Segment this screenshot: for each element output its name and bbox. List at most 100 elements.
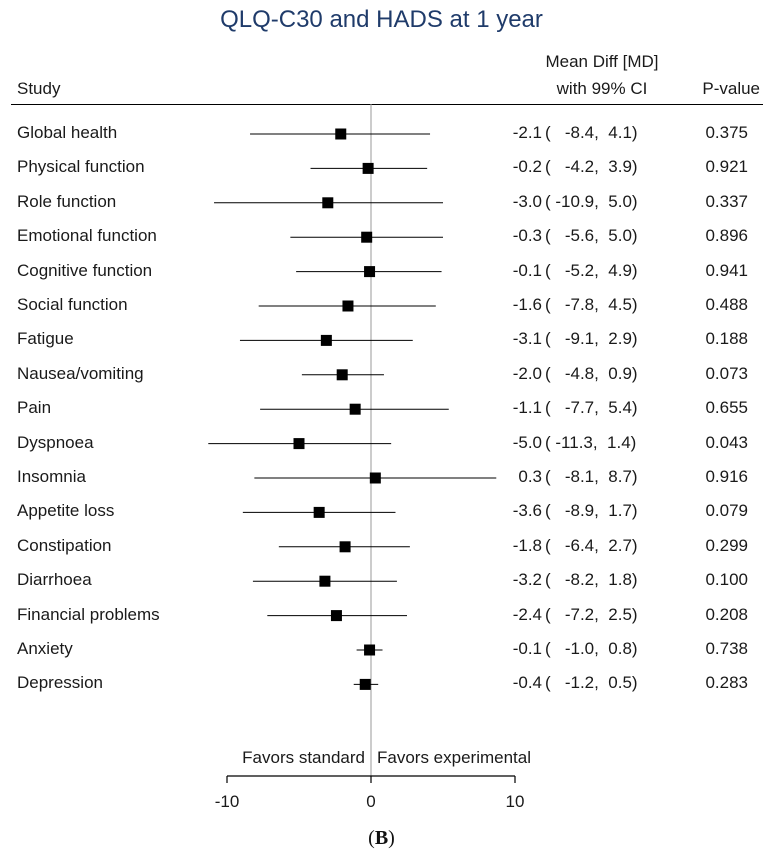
point-estimate-marker xyxy=(359,678,371,690)
point-estimate-marker xyxy=(330,610,342,622)
confidence-interval-value: ( -5.2, 4.9) xyxy=(545,260,638,280)
header-rule xyxy=(11,104,763,105)
confidence-interval-value: ( -4.8, 0.9) xyxy=(545,363,638,383)
point-estimate-marker xyxy=(364,644,376,656)
point-estimate-marker xyxy=(313,506,325,518)
mean-difference-value: -2.0 xyxy=(512,363,542,383)
row-label: Role function xyxy=(17,191,117,211)
confidence-interval-value: ( -9.1, 2.9) xyxy=(545,329,638,349)
mean-difference-value: -1.1 xyxy=(512,398,542,418)
p-value: 0.073 xyxy=(705,363,748,383)
confidence-interval-value: ( -8.9, 1.7) xyxy=(545,501,638,521)
row-label: Depression xyxy=(17,673,103,693)
x-axis-tick-label: 10 xyxy=(506,792,525,811)
row-label: Emotional function xyxy=(17,226,157,246)
row-label: Social function xyxy=(17,295,128,314)
p-value: 0.299 xyxy=(705,535,748,555)
point-estimate-marker xyxy=(336,369,348,381)
p-value: 0.375 xyxy=(705,123,748,142)
mean-difference-value: -3.6 xyxy=(512,501,542,521)
chart-title: QLQ-C30 and HADS at 1 year xyxy=(220,6,543,33)
p-value: 0.921 xyxy=(705,157,748,177)
p-value: 0.896 xyxy=(705,226,748,246)
x-axis-tick-label: 0 xyxy=(366,792,375,811)
mean-difference-value: -0.1 xyxy=(512,260,542,280)
confidence-interval-value: ( -11.3, 1.4) xyxy=(545,432,637,452)
confidence-interval-value: ( -1.0, 0.8) xyxy=(545,639,638,658)
confidence-interval-value: ( -10.9, 5.0) xyxy=(545,191,638,211)
confidence-interval-value: ( -8.4, 4.1) xyxy=(545,123,638,142)
p-value: 0.208 xyxy=(705,604,748,624)
mean-difference-value: -3.1 xyxy=(512,329,542,349)
row-label: Appetite loss xyxy=(17,501,115,521)
mean-difference-value: -5.0 xyxy=(512,432,542,452)
mean-difference-value: -3.0 xyxy=(512,191,542,211)
confidence-interval-value: ( -4.2, 3.9) xyxy=(545,157,638,177)
caption-letter: B xyxy=(374,827,389,849)
row-label: Diarrhoea xyxy=(17,570,92,590)
confidence-interval-value: ( -1.2, 0.5) xyxy=(545,673,638,693)
mean-difference-value: -0.3 xyxy=(512,226,542,246)
column-header-study: Study xyxy=(17,79,61,98)
point-estimate-marker xyxy=(320,334,332,346)
confidence-interval-value: ( -5.6, 5.0) xyxy=(545,226,638,246)
point-estimate-marker xyxy=(362,162,374,174)
figure-caption: (B) xyxy=(0,827,763,850)
p-value: 0.283 xyxy=(705,673,748,693)
mean-difference-value: -3.2 xyxy=(512,570,542,590)
row-label: Physical function xyxy=(17,157,145,177)
p-value: 0.655 xyxy=(705,398,748,418)
row-label: Cognitive function xyxy=(17,260,153,280)
p-value: 0.337 xyxy=(705,191,748,211)
row-label: Pain xyxy=(17,398,52,418)
point-estimate-marker xyxy=(342,300,354,312)
p-value: 0.738 xyxy=(705,639,748,658)
x-axis-tick-label: -10 xyxy=(215,792,240,811)
confidence-interval-value: ( -7.8, 4.5) xyxy=(545,295,638,314)
row-label: Anxiety xyxy=(17,639,73,658)
confidence-interval-value: ( -8.2, 1.8) xyxy=(545,570,638,590)
confidence-interval-value: ( -6.4, 2.7) xyxy=(545,535,638,555)
mean-difference-value: -1.6 xyxy=(512,295,542,314)
column-header-pvalue: P-value xyxy=(702,79,760,98)
mean-difference-value: -0.1 xyxy=(512,639,542,658)
point-estimate-marker xyxy=(335,128,347,140)
favors-left-label: Favors standard xyxy=(242,748,365,767)
row-label: Financial problems xyxy=(17,604,160,624)
row-label: Insomnia xyxy=(17,467,86,486)
p-value: 0.916 xyxy=(705,467,748,486)
caption-text: (B) xyxy=(368,827,395,849)
favors-right-label: Favors experimental xyxy=(377,748,531,767)
mean-difference-value: 0.3 xyxy=(518,467,542,486)
row-label: Constipation xyxy=(17,535,112,555)
mean-difference-value: -2.4 xyxy=(512,604,542,624)
mean-difference-value: -2.1 xyxy=(512,123,542,142)
column-header-effect-line2: with 99% CI xyxy=(556,79,648,98)
column-header-effect-line1: Mean Diff [MD] xyxy=(545,52,659,71)
mean-difference-value: -0.2 xyxy=(512,157,542,177)
point-estimate-marker xyxy=(293,438,305,450)
p-value: 0.100 xyxy=(705,570,748,590)
p-value: 0.079 xyxy=(705,501,748,521)
row-label: Nausea/vomiting xyxy=(17,363,144,383)
confidence-interval-value: ( -7.2, 2.5) xyxy=(545,604,638,624)
confidence-interval-value: ( -7.7, 5.4) xyxy=(545,398,638,418)
row-label: Dyspnoea xyxy=(17,432,94,452)
p-value: 0.043 xyxy=(705,432,748,452)
row-label: Fatigue xyxy=(17,329,74,349)
p-value: 0.941 xyxy=(705,260,748,280)
p-value: 0.488 xyxy=(705,295,748,314)
point-estimate-marker xyxy=(349,403,361,415)
point-estimate-marker xyxy=(339,541,351,553)
point-estimate-marker xyxy=(361,231,373,243)
point-estimate-marker xyxy=(319,575,331,587)
p-value: 0.188 xyxy=(705,329,748,349)
row-label: Global health xyxy=(17,123,118,142)
mean-difference-value: -1.8 xyxy=(512,535,542,555)
point-estimate-marker xyxy=(369,472,381,484)
point-estimate-marker xyxy=(364,266,376,278)
confidence-interval-value: ( -8.1, 8.7) xyxy=(545,467,638,486)
mean-difference-value: -0.4 xyxy=(512,673,542,693)
point-estimate-marker xyxy=(322,197,334,209)
